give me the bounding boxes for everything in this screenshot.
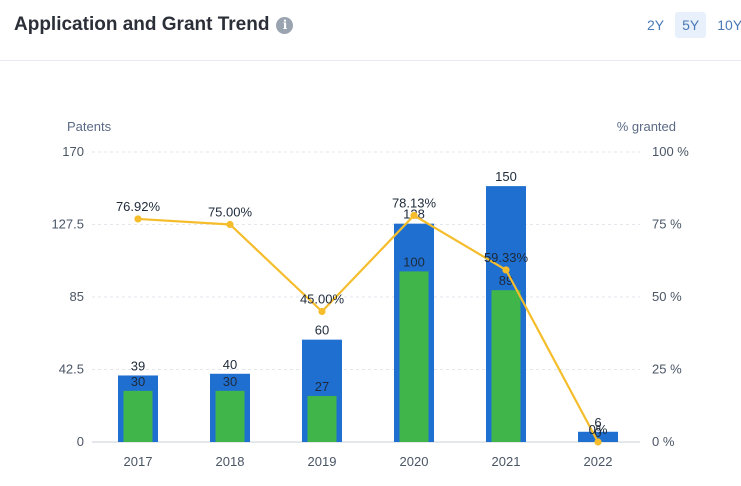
grant-rate-data-label: 78.13% [392,195,437,210]
x-tick-label: 2020 [400,454,429,469]
left-tick-label: 170 [62,144,84,159]
chart-header: Application and Grant Trend i 2Y 5Y 10Y [0,0,741,61]
grants-bar [123,390,153,442]
applications-data-label: 150 [495,169,517,184]
grant-rate-data-label: 76.92% [116,199,161,214]
grants-data-label: 100 [403,254,425,269]
grants-bar [491,290,521,442]
grants-data-label: 30 [223,374,237,389]
applications-bar [578,431,618,442]
grants-bar [215,390,245,442]
grant-rate-point [502,266,510,274]
x-tick-label: 2022 [584,454,613,469]
right-tick-label: 100 % [652,144,689,159]
right-axis-title: % granted [617,119,676,134]
grant-rate-point [318,307,326,316]
x-tick-label: 2019 [308,454,337,469]
grant-rate-data-label: 75.00% [208,205,253,220]
left-tick-label: 42.5 [59,362,84,377]
x-tick-label: 2018 [216,454,245,469]
grants-data-label: 0 [594,425,601,440]
tab-10y[interactable]: 10Y [717,17,741,33]
right-tick-label: 75 % [652,217,682,232]
right-tick-label: 0 % [652,434,675,449]
chart-title: Application and Grant Trend [14,14,270,35]
applications-data-label: 60 [315,323,329,338]
grant-rate-data-label: 59.33% [484,250,529,265]
grants-bar [307,395,337,442]
grant-rate-data-label: 45.00% [300,292,345,307]
left-tick-label: 0 [77,434,84,449]
chart-title-group: Application and Grant Trend i [14,14,294,36]
grant-rate-point [226,220,234,229]
grant-rate-point [410,211,418,220]
right-tick-label: 25 % [652,362,682,377]
grants-data-label: 27 [315,379,329,394]
range-tabs: 2Y 5Y 10Y [640,12,741,38]
tab-5y[interactable]: 5Y [675,12,707,38]
grant-rate-line [137,214,599,443]
grant-rate-data-label: 0% [589,422,608,437]
grants-bar [399,271,429,442]
right-tick-label: 50 % [652,289,682,304]
x-tick-label: 2021 [492,454,521,469]
left-tick-label: 85 [70,289,84,304]
grants-data-label: 30 [131,374,145,389]
tab-2y[interactable]: 2Y [647,17,665,33]
applications-data-label: 39 [131,358,145,373]
left-axis-title: Patents [67,119,112,134]
applications-data-label: 40 [223,357,237,372]
left-tick-label: 127.5 [51,217,84,232]
grant-rate-point [594,438,602,446]
info-icon[interactable]: i [276,16,294,34]
x-tick-label: 2017 [124,454,153,469]
applications-data-label: 6 [594,415,601,430]
grant-rate-point [134,215,142,223]
